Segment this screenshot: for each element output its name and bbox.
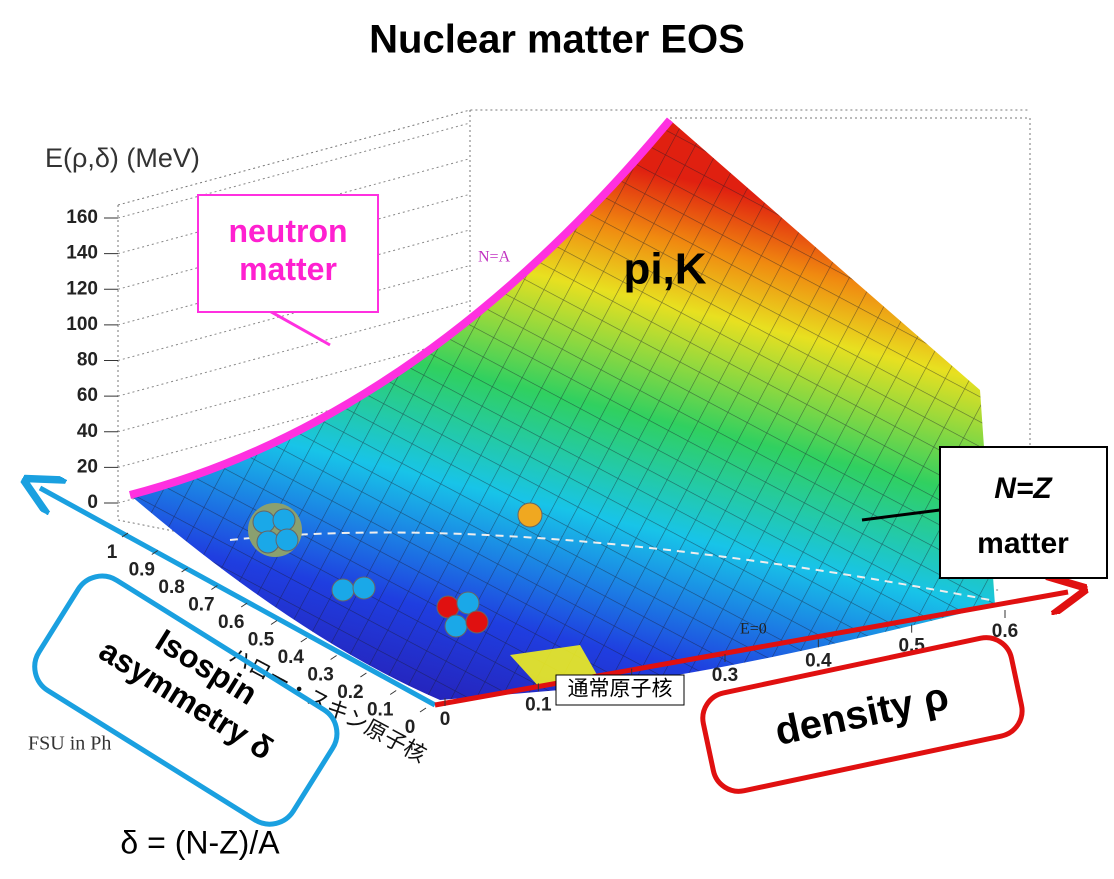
x-tick-label: 0 [440,709,451,730]
y-tick [420,708,426,712]
y-tick-label: 0.8 [158,577,184,598]
delta-definition: δ = (N-Z)/A [120,824,280,860]
pion-kaon-label: pi,K [623,245,706,294]
z-tick-label: 60 [77,385,98,406]
y-tick-label: 0.6 [218,612,244,633]
chart: Nuclear matter EOS E(ρ,δ) (MeV) 0 20 40 60 8… [0,0,1114,879]
z-tick-label: 0 [87,492,98,513]
normal-label: 通常原子核 [568,678,673,701]
title: Nuclear matter EOS [369,18,745,62]
z-axis-label: E(ρ,δ) (MeV) [45,143,200,173]
y-tick [390,691,396,695]
y-tick [241,603,247,607]
credit: FSU in Ph [28,733,111,755]
z-tick-label: 20 [77,456,98,477]
density-label: density ρ [771,674,952,754]
y-tick-label: 0.5 [248,630,275,651]
y-tick [271,621,277,625]
z-tick-label: 160 [66,207,98,228]
y-tick-label: 0.7 [188,595,214,616]
z-tick-label: 80 [77,350,98,371]
y-tick-label: 0.4 [278,647,305,668]
z-tick-label: 140 [66,243,98,264]
x-tick-label: 0.3 [712,665,738,686]
e-zero-label: E=0 [740,621,767,638]
x-tick-label: 0.1 [525,694,552,715]
y-tick [301,638,307,642]
n-a-label: N=A [478,249,511,266]
z-tick-label: 100 [66,314,98,335]
nz-label: N=Z [994,472,1053,505]
y-tick-label: 0.9 [129,560,155,581]
nz-matter-label: matter [977,527,1069,560]
z-tick-label: 40 [77,421,98,442]
z-tick-label: 120 [66,278,98,299]
y-tick-label: 1 [107,542,118,563]
y-tick [360,673,366,677]
y-tick [331,656,337,660]
